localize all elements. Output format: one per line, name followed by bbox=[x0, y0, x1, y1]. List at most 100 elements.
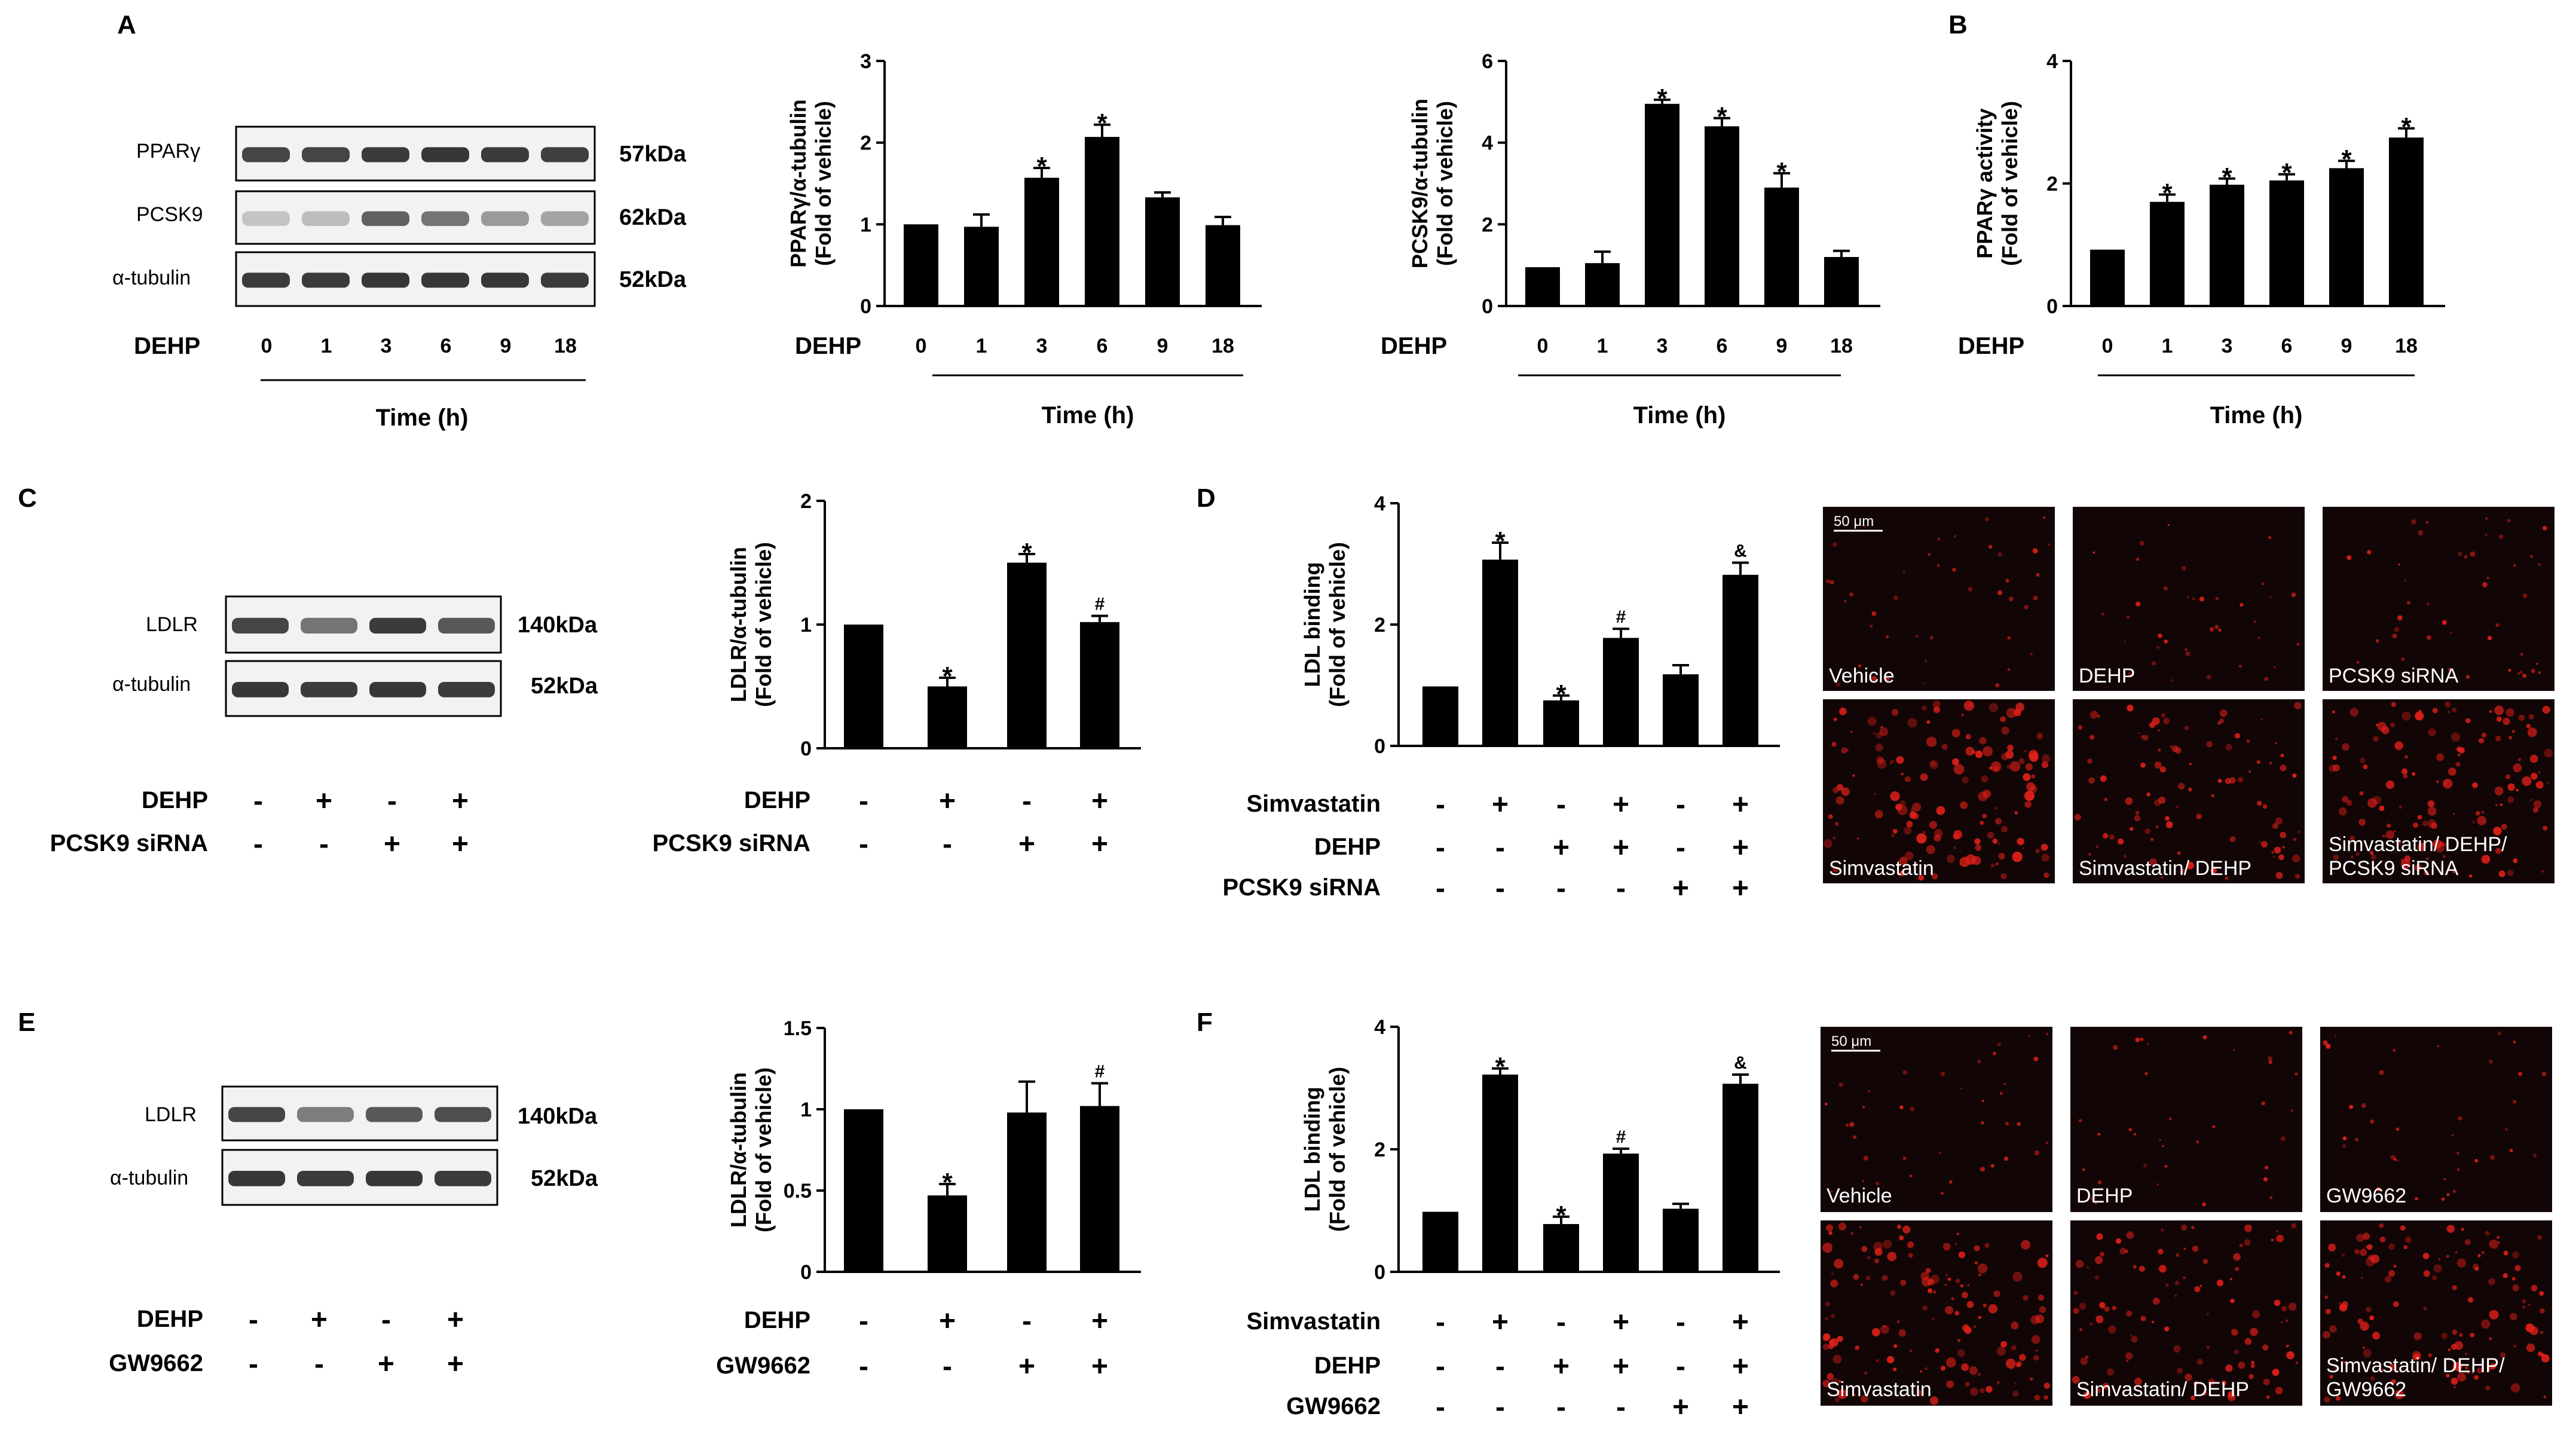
fluorescent-spot bbox=[1904, 851, 1914, 861]
panel-label-d: D bbox=[1197, 484, 1216, 513]
bar-chart-c: 0 1 2 LDLR/α-tubulin(Fold of vehicle) * * # DEH… bbox=[652, 490, 1141, 860]
fluorescent-spot bbox=[2007, 668, 2011, 671]
fluorescent-spot bbox=[2427, 602, 2430, 606]
fluorescent-spot bbox=[2014, 709, 2021, 717]
fluorescent-spot bbox=[2162, 1145, 2164, 1148]
fluorescent-spot bbox=[2324, 1295, 2329, 1299]
blot-treatment-symbol: - bbox=[249, 1304, 258, 1336]
blot-row-label: DEHP bbox=[137, 1306, 203, 1332]
fluorescent-spot bbox=[2342, 1136, 2347, 1141]
fluorescent-spot bbox=[2473, 1263, 2479, 1270]
treatment-symbol: - bbox=[1556, 1306, 1566, 1338]
fluorescent-spot bbox=[1825, 1317, 1828, 1320]
fluorescent-spot bbox=[1998, 853, 2005, 860]
fluorescent-spot bbox=[2405, 1237, 2412, 1243]
fluorescent-spot bbox=[2072, 1376, 2080, 1384]
fluorescent-spot bbox=[1895, 803, 1902, 811]
panel-label-e: E bbox=[18, 1008, 35, 1037]
fluorescent-spot bbox=[2265, 1165, 2269, 1170]
fluorescent-spot bbox=[2269, 1196, 2273, 1200]
fluorescent-spot bbox=[1830, 1279, 1838, 1288]
fluorescent-spot bbox=[1942, 1243, 1951, 1251]
treatment-row-label: PCSK9 siRNA bbox=[1222, 874, 1381, 901]
fluorescent-spot bbox=[2134, 1377, 2142, 1385]
fluorescent-spot bbox=[2092, 551, 2095, 554]
fluorescent-spot bbox=[1899, 800, 1906, 806]
x-tick-label: 3 bbox=[1036, 335, 1048, 357]
treatment-symbol: - bbox=[1556, 1391, 1566, 1423]
fluorescent-spot bbox=[2489, 1337, 2492, 1341]
blot-a-lane: 3 bbox=[381, 335, 392, 357]
blot-c-band-label: α-tubulin bbox=[112, 673, 191, 696]
fluorescent-spot bbox=[2522, 776, 2532, 786]
blot-treatment-symbol: + bbox=[452, 828, 469, 860]
fluorescent-spot bbox=[2167, 524, 2170, 527]
significance-mark: * bbox=[1717, 102, 1727, 131]
fluorescent-spot bbox=[2512, 1284, 2519, 1292]
fluorescent-spot bbox=[2219, 709, 2228, 717]
treatment-symbol: - bbox=[859, 1305, 868, 1337]
fluorescent-spot bbox=[2290, 1109, 2294, 1112]
fluorescent-spot bbox=[2522, 593, 2528, 598]
fluorescent-spot bbox=[2031, 774, 2036, 779]
fluorescent-spot bbox=[2271, 850, 2274, 854]
fluorescent-spot bbox=[2422, 820, 2428, 827]
fluorescent-spot bbox=[1904, 827, 1912, 835]
x-tick-label: 0 bbox=[1537, 335, 1549, 357]
blot-treatment-symbol: - bbox=[253, 785, 263, 817]
fluorescent-spot bbox=[2278, 854, 2284, 861]
fluorescent-spot bbox=[2370, 1376, 2375, 1381]
fluorescent-spot bbox=[2257, 800, 2262, 806]
fluorescent-spot bbox=[1995, 683, 2000, 688]
fluorescent-spot bbox=[1901, 773, 1904, 776]
fluorescent-spot bbox=[2474, 1375, 2479, 1380]
fluorescent-spot bbox=[2097, 715, 2100, 718]
fluorescent-spot bbox=[1859, 1226, 1862, 1229]
fluorescent-spot bbox=[2490, 1155, 2495, 1160]
fluorescent-spot bbox=[1985, 1385, 1993, 1393]
y-tick-label: 3 bbox=[860, 50, 871, 73]
fluorescent-spot bbox=[2323, 1040, 2328, 1045]
fluorescent-spot bbox=[2445, 701, 2451, 708]
fluorescent-spot bbox=[2268, 1060, 2273, 1064]
fluorescent-spot bbox=[1968, 586, 1973, 592]
fluorescent-spot bbox=[2522, 674, 2527, 678]
fluorescent-spot bbox=[2140, 1315, 2146, 1321]
x-tick-label: 9 bbox=[2341, 335, 2352, 357]
fluorescent-spot bbox=[2012, 851, 2023, 862]
fluorescent-spot bbox=[2510, 1383, 2520, 1393]
fluorescent-spot bbox=[1893, 1367, 1897, 1372]
fluorescent-spot bbox=[2342, 1275, 2346, 1279]
fluorescent-spot bbox=[1837, 1335, 1843, 1342]
fluorescent-spot bbox=[1876, 1358, 1880, 1363]
micrograph-f-2 bbox=[2320, 1027, 2552, 1212]
treatment-symbol: + bbox=[1613, 832, 1629, 864]
fluorescent-spot bbox=[2507, 796, 2514, 803]
fluorescent-spot bbox=[1985, 517, 1989, 522]
fluorescent-spot bbox=[2269, 596, 2272, 599]
fluorescent-spot bbox=[2217, 779, 2222, 783]
blot-e: LDLR α-tubulin 140kDa 52kDa bbox=[110, 1103, 598, 1191]
y-tick-label: 2 bbox=[1374, 1139, 1385, 1161]
fluorescent-spot bbox=[2285, 1319, 2289, 1323]
fluorescent-spot bbox=[1829, 580, 1834, 585]
fluorescent-spot bbox=[2470, 551, 2476, 557]
fluorescent-spot bbox=[1977, 1373, 1981, 1376]
fluorescent-spot bbox=[1832, 1354, 1842, 1364]
fluorescent-spot bbox=[2471, 1372, 2474, 1375]
fluorescent-spot bbox=[2043, 872, 2049, 879]
significance-mark: # bbox=[1616, 607, 1626, 627]
fluorescent-spot bbox=[1834, 1259, 1844, 1269]
fluorescent-spot bbox=[2530, 772, 2538, 780]
fluorescent-spot bbox=[2356, 1234, 2364, 1242]
fluorescent-spot bbox=[2465, 1366, 2469, 1370]
fluorescent-spot bbox=[2397, 1159, 2400, 1162]
fluorescent-spot bbox=[1953, 847, 1956, 849]
fluorescent-spot bbox=[2112, 1305, 2116, 1310]
x-tick-label: 6 bbox=[2281, 335, 2293, 357]
significance-mark: * bbox=[942, 1168, 953, 1197]
y-tick-label: 4 bbox=[2046, 50, 2058, 73]
fluorescent-spot bbox=[1930, 1274, 1940, 1284]
fluorescent-spot bbox=[2544, 748, 2553, 758]
x-row-label: DEHP bbox=[795, 333, 861, 359]
